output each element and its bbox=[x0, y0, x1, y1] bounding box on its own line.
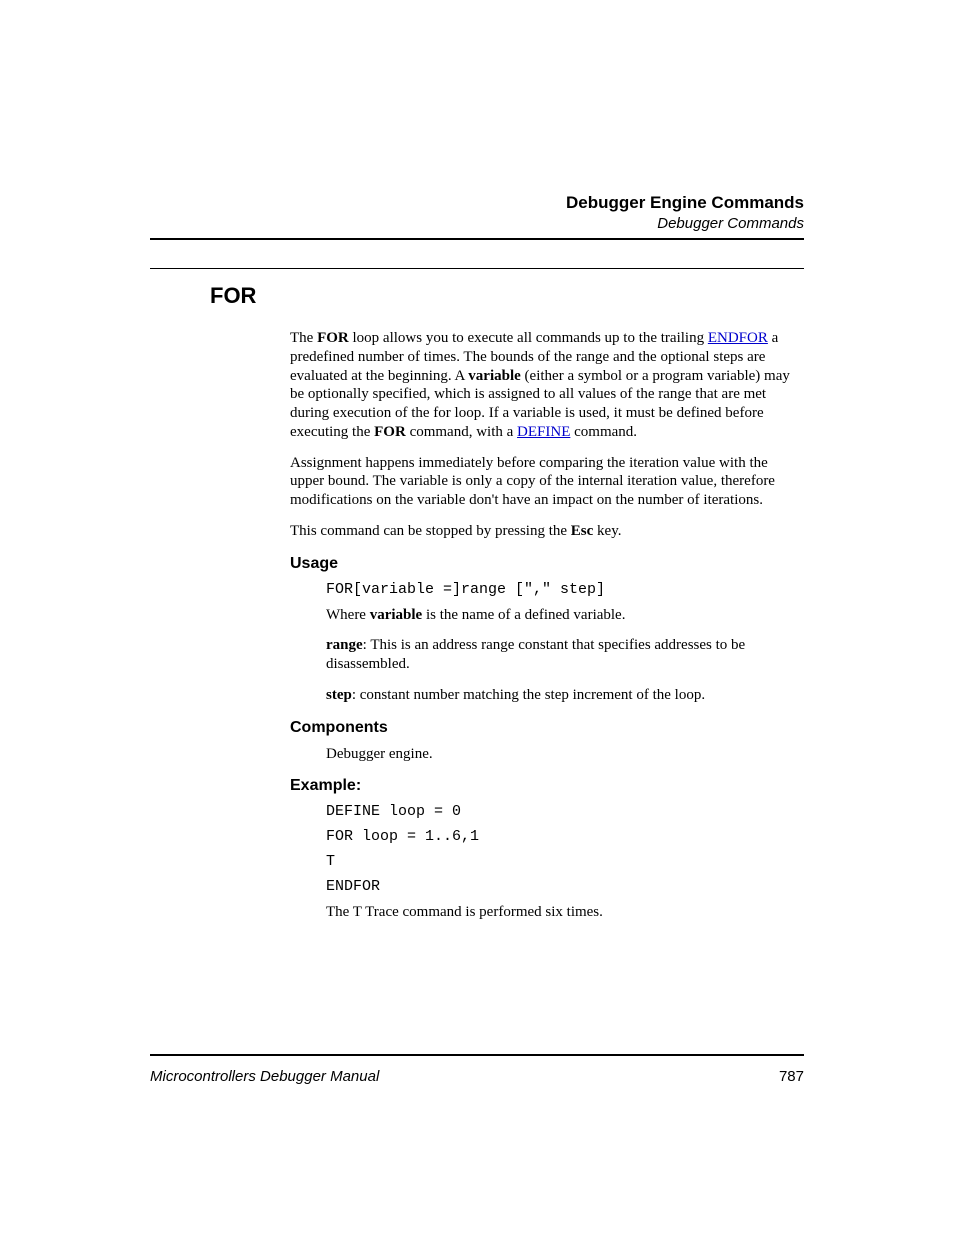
keyword-variable: variable bbox=[370, 607, 423, 623]
footer-line: Microcontrollers Debugger Manual 787 bbox=[150, 1068, 804, 1085]
usage-syntax: FOR[variable =]range ["," step] bbox=[326, 581, 804, 598]
page-number: 787 bbox=[779, 1068, 804, 1085]
chapter-title: Debugger Engine Commands bbox=[150, 193, 804, 213]
text: command, with a bbox=[406, 424, 517, 440]
header-rule bbox=[150, 238, 804, 240]
example-block: DEFINE loop = 0 FOR loop = 1..6,1 T ENDF… bbox=[326, 803, 804, 922]
example-line-2: FOR loop = 1..6,1 bbox=[326, 828, 804, 845]
components-block: Debugger engine. bbox=[326, 745, 804, 764]
footer-rule bbox=[150, 1054, 804, 1056]
paragraph-1: The FOR loop allows you to execute all c… bbox=[290, 329, 804, 442]
example-line-1: DEFINE loop = 0 bbox=[326, 803, 804, 820]
usage-block: FOR[variable =]range ["," step] Where va… bbox=[326, 581, 804, 705]
keyword-for: FOR bbox=[317, 330, 349, 346]
example-note: The T Trace command is performed six tim… bbox=[326, 903, 804, 922]
usage-step: step: constant number matching the step … bbox=[326, 686, 804, 705]
example-line-3: T bbox=[326, 853, 804, 870]
usage-range: range: This is an address range constant… bbox=[326, 636, 804, 674]
paragraph-3: This command can be stopped by pressing … bbox=[290, 522, 804, 541]
text: loop allows you to execute all commands … bbox=[349, 330, 708, 346]
link-define[interactable]: DEFINE bbox=[517, 424, 570, 440]
text: : This is an address range constant that… bbox=[326, 637, 745, 672]
text: : constant number matching the step incr… bbox=[352, 687, 705, 703]
text: Where bbox=[326, 607, 370, 623]
keyword-for: FOR bbox=[374, 424, 406, 440]
example-line-4: ENDFOR bbox=[326, 878, 804, 895]
example-heading: Example: bbox=[290, 777, 804, 795]
page-header: Debugger Engine Commands Debugger Comman… bbox=[150, 193, 804, 232]
paragraph-2: Assignment happens immediately before co… bbox=[290, 454, 804, 510]
section-title: Debugger Commands bbox=[150, 215, 804, 232]
text: The bbox=[290, 330, 317, 346]
usage-where: Where variable is the name of a defined … bbox=[326, 606, 804, 625]
text: This command can be stopped by pressing … bbox=[290, 523, 571, 539]
label-range: range bbox=[326, 637, 363, 653]
keyword-esc: Esc bbox=[571, 523, 594, 539]
link-endfor[interactable]: ENDFOR bbox=[708, 330, 768, 346]
components-heading: Components bbox=[290, 719, 804, 737]
text: command. bbox=[570, 424, 637, 440]
body-content: The FOR loop allows you to execute all c… bbox=[290, 329, 804, 922]
command-heading: FOR bbox=[210, 283, 804, 309]
text: is the name of a defined variable. bbox=[422, 607, 625, 623]
components-text: Debugger engine. bbox=[326, 745, 804, 764]
section-rule bbox=[150, 268, 804, 269]
keyword-variable: variable bbox=[468, 368, 521, 384]
usage-heading: Usage bbox=[290, 555, 804, 573]
label-step: step bbox=[326, 687, 352, 703]
page-footer: Microcontrollers Debugger Manual 787 bbox=[150, 1054, 804, 1085]
text: key. bbox=[593, 523, 621, 539]
page-content: Debugger Engine Commands Debugger Comman… bbox=[0, 0, 954, 922]
footer-title: Microcontrollers Debugger Manual bbox=[150, 1068, 379, 1085]
